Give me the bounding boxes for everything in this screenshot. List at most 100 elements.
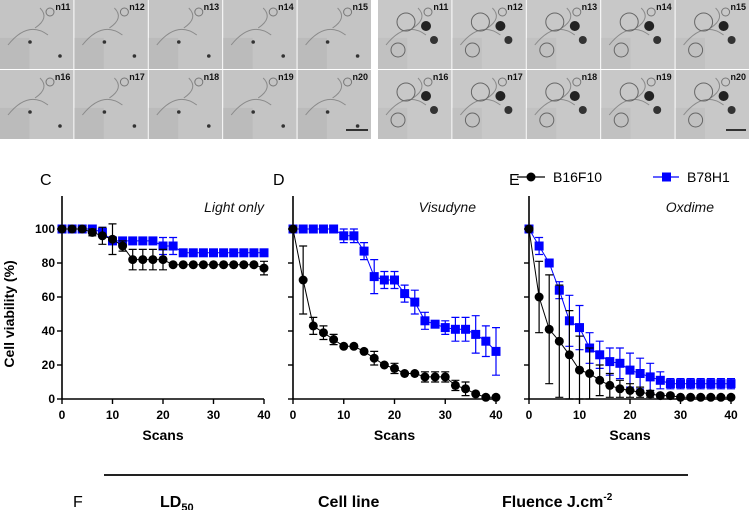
tile-label: n19	[656, 72, 672, 82]
x-axis-label: Scans	[609, 427, 650, 443]
data-point	[440, 323, 450, 333]
data-point	[308, 224, 318, 234]
data-point	[359, 246, 369, 256]
data-point	[716, 392, 726, 402]
data-point	[676, 379, 685, 389]
tile-label: n18	[582, 72, 598, 82]
data-point	[481, 336, 491, 346]
x-tick-label: 10	[573, 408, 587, 422]
data-point	[198, 248, 208, 258]
data-point	[575, 323, 584, 333]
x-tick-label: 40	[724, 408, 738, 422]
x-tick-label: 20	[388, 408, 402, 422]
data-point	[298, 224, 308, 234]
data-point	[696, 379, 706, 389]
series-b78h1	[524, 224, 736, 392]
chart-e: E Oxdime 0 10 20 30 40 Scans	[509, 172, 738, 443]
data-point	[168, 260, 178, 270]
data-point	[67, 224, 77, 234]
data-point	[128, 255, 138, 265]
data-point	[148, 236, 158, 246]
data-point	[625, 386, 635, 395]
panel-label: E	[509, 172, 520, 189]
micrograph-tile-right: n19	[601, 70, 675, 139]
data-point	[410, 369, 420, 378]
series-b78h1	[288, 224, 501, 376]
x-tick-label: 30	[439, 408, 453, 422]
data-point	[259, 263, 269, 273]
micrograph-grid: n11 n12 n13 n14 n15 n16 n17 n18 n19 n20 n11 n12 n13 n…	[0, 0, 749, 139]
x-tick-label: 40	[257, 408, 271, 422]
data-point	[249, 248, 259, 258]
data-point	[118, 241, 128, 251]
micrograph-tile-left: n12	[74, 0, 148, 69]
data-point	[524, 224, 534, 234]
data-point	[430, 372, 440, 382]
data-point	[219, 248, 229, 258]
data-point	[369, 353, 379, 363]
x-tick-label: 20	[156, 408, 170, 422]
data-point	[450, 324, 460, 334]
tile-label: n20	[352, 72, 368, 82]
data-point	[430, 319, 440, 329]
tile-label: n15	[730, 2, 746, 12]
data-point	[420, 316, 430, 326]
x-tick-label: 40	[489, 408, 503, 422]
data-point	[625, 365, 635, 375]
data-point	[87, 227, 97, 237]
data-point	[108, 234, 117, 244]
data-point	[349, 341, 359, 351]
data-point	[635, 387, 645, 397]
data-point	[706, 392, 716, 402]
y-tick-label: 40	[42, 324, 56, 338]
micrograph-tile-right: n16	[378, 70, 452, 139]
micrograph-tile-left: n20	[297, 70, 371, 139]
data-point	[686, 392, 696, 402]
series-b16f10	[57, 223, 269, 276]
data-point	[605, 357, 615, 367]
data-point	[349, 231, 359, 241]
data-point	[219, 260, 229, 270]
data-point	[329, 335, 339, 344]
x-tick-label: 0	[526, 408, 533, 422]
data-point	[481, 392, 491, 402]
header-cell-line: Cell line	[318, 494, 379, 510]
micrograph-tile-right: n14	[601, 0, 675, 69]
legend-marker-b16f10	[526, 172, 536, 182]
data-point	[329, 224, 339, 234]
data-point	[554, 336, 564, 346]
data-point	[239, 248, 249, 258]
data-point	[188, 248, 198, 258]
micrograph-tile-left: n13	[148, 0, 223, 69]
data-point	[575, 365, 584, 375]
data-point	[188, 260, 198, 270]
ld-text: LD	[160, 494, 181, 510]
data-point	[369, 272, 379, 282]
y-tick-label: 80	[42, 256, 56, 270]
data-point	[665, 391, 675, 401]
data-point	[605, 380, 615, 390]
x-tick-label: 20	[623, 408, 637, 422]
fluence-text: Fluence J.cm	[502, 494, 603, 510]
micrograph-tile-left: n14	[223, 0, 297, 69]
data-point	[158, 255, 168, 265]
data-point	[585, 369, 595, 378]
data-point	[716, 379, 726, 389]
data-point	[158, 241, 168, 251]
header-fluence: Fluence J.cm-2	[502, 492, 613, 510]
micrograph-tile-left: n15	[297, 0, 371, 69]
micrograph-tile-left: n19	[223, 70, 297, 139]
data-point	[726, 379, 736, 389]
micrograph-tile-right: n12	[452, 0, 526, 69]
data-point	[198, 260, 208, 270]
x-tick-label: 0	[290, 408, 297, 422]
tile-label: n11	[433, 2, 448, 12]
tile-label: n13	[582, 2, 598, 12]
data-point	[318, 328, 328, 338]
x-tick-label: 30	[207, 408, 221, 422]
data-point	[534, 241, 544, 251]
micrograph-tile-left: n11	[0, 0, 74, 69]
y-tick-label: 60	[42, 290, 56, 304]
x-axis-label: Scans	[374, 427, 415, 443]
panel-label: C	[40, 172, 52, 189]
